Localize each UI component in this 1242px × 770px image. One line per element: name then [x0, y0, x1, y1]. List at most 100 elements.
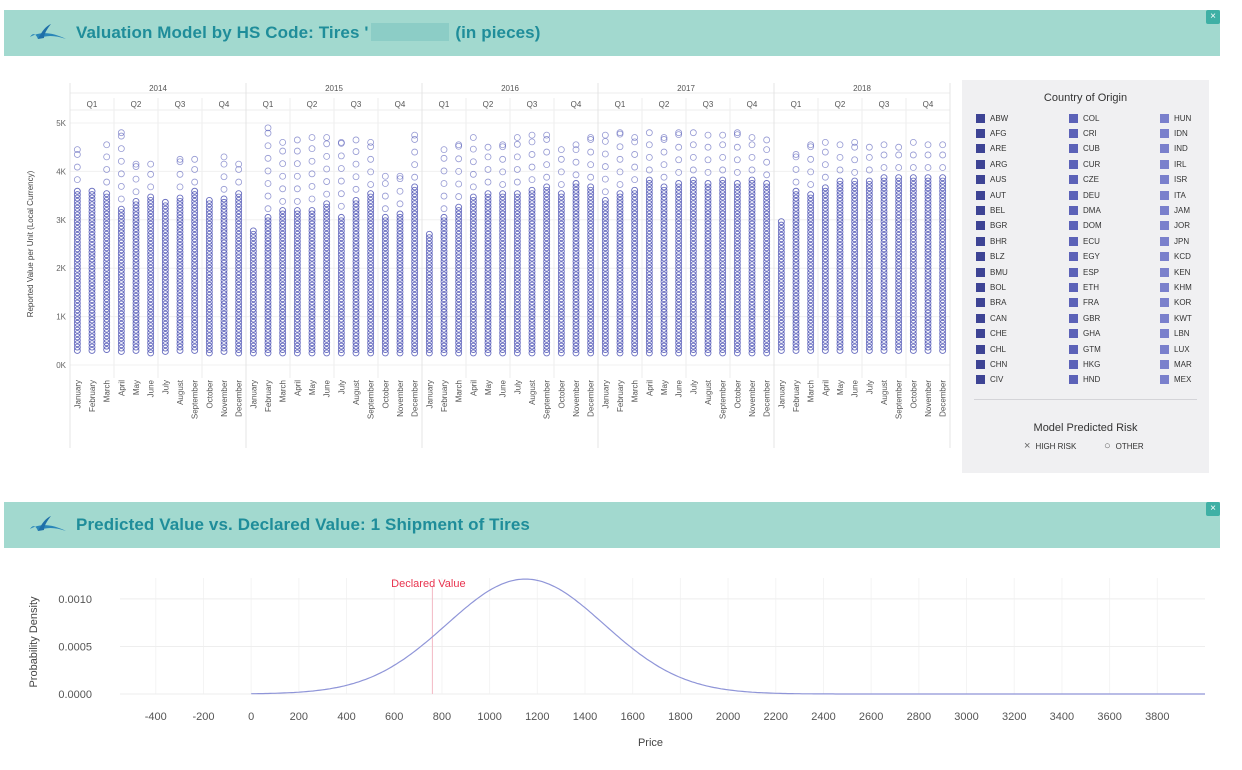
- data-point: [191, 178, 199, 186]
- data-point: [293, 251, 301, 259]
- data-point: [352, 318, 360, 326]
- legend-item-egy[interactable]: EGY: [1069, 251, 1100, 263]
- legend-item-eth[interactable]: ETH: [1069, 281, 1099, 293]
- data-point: [205, 274, 213, 282]
- legend-item-bol[interactable]: BOL: [976, 281, 1006, 293]
- legend-item-bgr[interactable]: BGR: [976, 220, 1007, 232]
- legend-item-cur[interactable]: CUR: [1069, 158, 1100, 170]
- legend-item-jam[interactable]: JAM: [1160, 204, 1190, 216]
- legend-item-ita[interactable]: ITA: [1160, 189, 1186, 201]
- legend-item-bmu[interactable]: BMU: [976, 266, 1008, 278]
- data-point: [484, 274, 492, 282]
- legend-item-ecu[interactable]: ECU: [1069, 235, 1100, 247]
- data-point: [220, 276, 228, 284]
- data-point: [308, 332, 316, 340]
- data-point: [73, 255, 81, 263]
- data-point: [587, 161, 595, 169]
- legend-item-khm[interactable]: KHM: [1160, 281, 1192, 293]
- data-point: [851, 272, 859, 280]
- legend-item-dma[interactable]: DMA: [1069, 204, 1101, 216]
- data-point: [616, 213, 624, 221]
- legend-item-lbn[interactable]: LBN: [1160, 328, 1190, 340]
- data-point: [645, 230, 653, 238]
- legend-item-jpn[interactable]: JPN: [1160, 235, 1189, 247]
- data-point: [689, 190, 697, 198]
- legend-item-hkg[interactable]: HKG: [1069, 358, 1100, 370]
- legend-item-lux[interactable]: LUX: [1160, 343, 1190, 355]
- data-point: [763, 261, 771, 269]
- close-icon[interactable]: ×: [1206, 10, 1220, 24]
- data-point: [704, 203, 712, 211]
- legend-item-ind[interactable]: IND: [1160, 143, 1188, 155]
- data-point: [924, 316, 932, 324]
- legend-item-deu[interactable]: DEU: [1069, 189, 1100, 201]
- legend-item-isr[interactable]: ISR: [1160, 174, 1187, 186]
- data-point: [939, 218, 947, 226]
- data-point: [807, 194, 815, 202]
- legend-item-mar[interactable]: MAR: [1160, 358, 1192, 370]
- legend-item-chl[interactable]: CHL: [976, 343, 1006, 355]
- month-label: October: [909, 380, 918, 409]
- legend-item-ken[interactable]: KEN: [1160, 266, 1190, 278]
- data-point: [631, 186, 639, 194]
- legend-item-aut[interactable]: AUT: [976, 189, 1006, 201]
- legend-item-che[interactable]: CHE: [976, 328, 1007, 340]
- data-point: [337, 227, 345, 235]
- month-label: January: [777, 380, 786, 408]
- legend-item-afg[interactable]: AFG: [976, 127, 1006, 139]
- data-point: [469, 322, 477, 330]
- data-point: [792, 319, 800, 327]
- legend-item-jor[interactable]: JOR: [1160, 220, 1190, 232]
- legend-item-gha[interactable]: GHA: [1069, 328, 1100, 340]
- risk-item-high[interactable]: × HIGH RISK: [1024, 440, 1077, 452]
- legend-item-hnd[interactable]: HND: [1069, 374, 1100, 386]
- x-tick-label: 0: [248, 711, 254, 723]
- data-point: [117, 280, 125, 288]
- data-point: [733, 264, 741, 272]
- legend-item-kor[interactable]: KOR: [1160, 297, 1191, 309]
- legend-item-bhr[interactable]: BHR: [976, 235, 1007, 247]
- data-point: [352, 349, 360, 357]
- legend-item-blz[interactable]: BLZ: [976, 251, 1005, 263]
- legend-item-can[interactable]: CAN: [976, 312, 1007, 324]
- legend-swatch: [976, 113, 985, 123]
- legend-item-irl[interactable]: IRL: [1160, 158, 1186, 170]
- legend-item-cze[interactable]: CZE: [1069, 174, 1099, 186]
- legend-item-bel[interactable]: BEL: [976, 204, 1005, 216]
- legend-item-kwt[interactable]: KWT: [1160, 312, 1192, 324]
- risk-item-other[interactable]: ○ OTHER: [1104, 440, 1144, 452]
- data-point: [367, 264, 375, 272]
- data-point: [176, 340, 184, 348]
- data-point: [352, 322, 360, 330]
- legend-item-chn[interactable]: CHN: [976, 358, 1007, 370]
- close-icon[interactable]: ×: [1206, 502, 1220, 516]
- data-point: [631, 203, 639, 211]
- legend-item-fra[interactable]: FRA: [1069, 297, 1099, 309]
- legend-item-dom[interactable]: DOM: [1069, 220, 1102, 232]
- legend-item-civ[interactable]: CIV: [976, 374, 1003, 386]
- data-point: [924, 208, 932, 216]
- legend-item-are[interactable]: ARE: [976, 143, 1006, 155]
- legend-item-kcd[interactable]: KCD: [1160, 251, 1191, 263]
- data-point: [704, 315, 712, 323]
- legend-item-gbr[interactable]: GBR: [1069, 312, 1100, 324]
- data-point: [645, 200, 653, 208]
- data-point: [308, 335, 316, 343]
- legend-item-cub[interactable]: CUB: [1069, 143, 1100, 155]
- legend-item-idn[interactable]: IDN: [1160, 127, 1188, 139]
- data-point: [821, 269, 829, 277]
- legend-item-esp[interactable]: ESP: [1069, 266, 1099, 278]
- data-point: [645, 207, 653, 215]
- legend-item-hun[interactable]: HUN: [1160, 112, 1191, 124]
- data-point: [205, 298, 213, 306]
- legend-item-mex[interactable]: MEX: [1160, 374, 1191, 386]
- legend-item-arg[interactable]: ARG: [976, 158, 1007, 170]
- legend-item-abw[interactable]: ABW: [976, 112, 1008, 124]
- legend-swatch: [976, 329, 985, 339]
- legend-item-bra[interactable]: BRA: [976, 297, 1006, 309]
- legend-item-col[interactable]: COL: [1069, 112, 1099, 124]
- data-point: [865, 197, 873, 205]
- legend-item-aus[interactable]: AUS: [976, 174, 1006, 186]
- legend-item-cri[interactable]: CRI: [1069, 127, 1097, 139]
- legend-item-gtm[interactable]: GTM: [1069, 343, 1101, 355]
